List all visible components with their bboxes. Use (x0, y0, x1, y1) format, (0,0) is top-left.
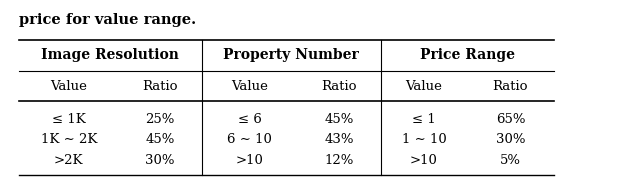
Text: ≤ 1K: ≤ 1K (52, 113, 86, 126)
Text: price for value range.: price for value range. (19, 13, 196, 27)
Text: >10: >10 (410, 154, 438, 166)
Text: Ratio: Ratio (142, 80, 178, 92)
Text: 65%: 65% (495, 113, 525, 126)
Text: Price Range: Price Range (420, 48, 515, 63)
Text: Value: Value (51, 80, 87, 92)
Text: 45%: 45% (145, 133, 175, 146)
Text: 30%: 30% (145, 154, 175, 166)
Text: 30%: 30% (495, 133, 525, 146)
Text: 5%: 5% (500, 154, 521, 166)
Text: 25%: 25% (145, 113, 175, 126)
Text: Property Number: Property Number (223, 48, 359, 63)
Text: ≤ 6: ≤ 6 (237, 113, 262, 126)
Text: >2K: >2K (54, 154, 84, 166)
Text: Value: Value (231, 80, 268, 92)
Text: ≤ 1: ≤ 1 (412, 113, 436, 126)
Text: Ratio: Ratio (493, 80, 528, 92)
Text: 45%: 45% (324, 113, 354, 126)
Text: 1 ∼ 10: 1 ∼ 10 (402, 133, 446, 146)
Text: Value: Value (406, 80, 442, 92)
Text: Image Resolution: Image Resolution (42, 48, 179, 63)
Text: >10: >10 (236, 154, 264, 166)
Text: 43%: 43% (324, 133, 354, 146)
Text: Ratio: Ratio (321, 80, 357, 92)
Text: 6 ∼ 10: 6 ∼ 10 (227, 133, 272, 146)
Text: 12%: 12% (324, 154, 354, 166)
Text: 1K ∼ 2K: 1K ∼ 2K (40, 133, 97, 146)
